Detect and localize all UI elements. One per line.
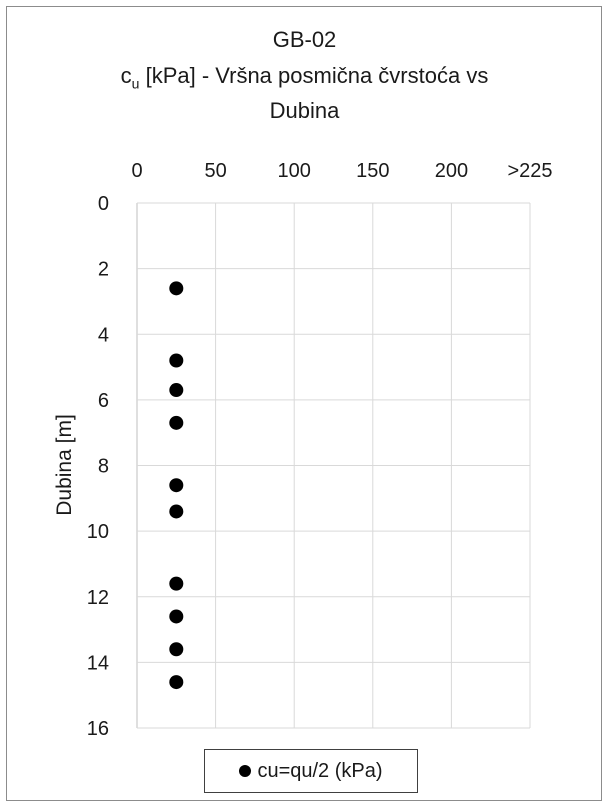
legend-label: cu=qu/2 (kPa)	[257, 759, 383, 782]
chart-title-line-2: cu [kPa] - Vršna posmična čvrstoća vs	[0, 63, 609, 96]
data-point	[169, 415, 184, 430]
title-cu-subscript: u	[131, 75, 140, 92]
x-tick-label: 200	[435, 160, 468, 182]
y-axis-label: Dubina [m]	[53, 414, 76, 516]
y-tick-label: 6	[98, 390, 109, 412]
x-tick-label: 150	[356, 160, 389, 182]
data-point	[169, 281, 184, 296]
chart-title-line-3: Dubina	[269, 98, 340, 123]
x-tick-label: 0	[131, 160, 142, 182]
x-tick-label: 100	[278, 160, 311, 182]
data-point	[169, 383, 184, 398]
y-tick-label: 12	[87, 587, 109, 609]
y-tick-label: 14	[87, 652, 109, 674]
chart-frame	[6, 6, 602, 801]
y-tick-label: 8	[98, 456, 109, 478]
title-line-2-text: [kPa] - Vršna posmična čvrstoća vs	[139, 63, 489, 88]
data-point	[169, 353, 184, 368]
x-tick-label: >225	[507, 160, 552, 182]
data-point	[169, 478, 184, 493]
data-point	[169, 504, 184, 519]
y-tick-label: 4	[98, 324, 109, 346]
legend-circle-marker-icon	[239, 765, 252, 777]
y-tick-label: 16	[87, 718, 109, 740]
data-points-layer	[169, 281, 184, 690]
data-point	[169, 576, 184, 591]
data-point	[169, 642, 184, 657]
title-cu-symbol: c	[120, 63, 132, 88]
y-tick-label: 10	[87, 521, 109, 543]
data-point	[169, 609, 184, 624]
y-tick-label: 2	[98, 259, 109, 281]
x-tick-label: 50	[204, 160, 226, 182]
grid-layer	[136, 202, 531, 729]
chart-title-line-1: GB-02	[272, 27, 337, 52]
legend: cu=qu/2 (kPa)	[204, 749, 418, 793]
y-tick-label: 0	[98, 193, 109, 215]
tick-labels-layer: 0 50 100 150 200 >225 0 2 4 6 8 10 12 14 16	[87, 160, 553, 740]
data-point	[169, 675, 184, 690]
